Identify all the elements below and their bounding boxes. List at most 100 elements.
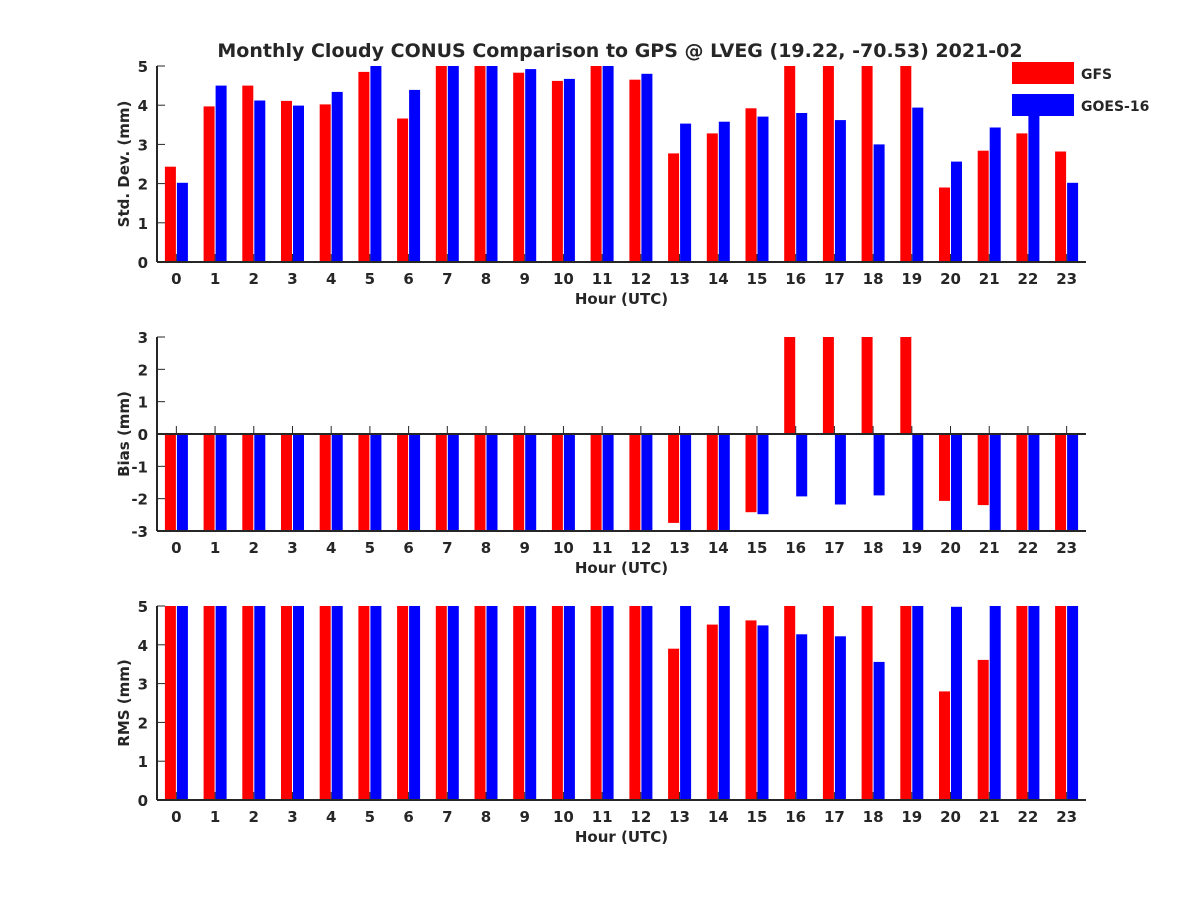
y-tick-label: 5 — [138, 598, 148, 616]
y-tick-label: -2 — [131, 491, 148, 509]
bar-goes16-hour-13 — [680, 606, 692, 800]
bar-goes16-hour-12 — [641, 434, 653, 531]
x-tick-label: 7 — [442, 539, 452, 557]
y-tick-label: 3 — [138, 329, 148, 347]
x-tick-label: 20 — [940, 539, 961, 557]
chart-legend: GFS GOES-16 — [1012, 62, 1149, 116]
bar-gfs-hour-10 — [551, 80, 563, 263]
x-tick-label: 6 — [403, 539, 413, 557]
x-tick-label: 9 — [520, 270, 530, 288]
bar-gfs-hour-18 — [861, 337, 873, 434]
bar-gfs-hour-0 — [164, 606, 176, 800]
y-axis-label: RMS (mm) — [115, 659, 133, 746]
bar-gfs-hour-8 — [474, 434, 486, 531]
legend-label: GOES-16 — [1081, 99, 1149, 115]
bar-gfs-hour-23 — [1055, 606, 1067, 800]
x-tick-label: 10 — [553, 270, 574, 288]
y-tick-label: 2 — [138, 714, 148, 732]
bar-goes16-hour-11 — [602, 66, 614, 262]
bar-gfs-hour-23 — [1055, 151, 1067, 262]
legend-swatch — [1012, 94, 1074, 116]
bar-gfs-hour-6 — [397, 434, 409, 531]
bar-goes16-hour-3 — [293, 606, 304, 800]
legend-swatch — [1012, 62, 1074, 84]
bar-goes16-hour-0 — [176, 606, 188, 800]
y-tick-label: -1 — [131, 458, 148, 476]
bar-gfs-hour-19 — [900, 606, 912, 800]
bar-gfs-hour-4 — [319, 606, 331, 800]
bar-gfs-hour-20 — [939, 691, 950, 800]
bar-goes16-hour-18 — [873, 144, 885, 262]
bar-gfs-hour-3 — [281, 100, 292, 263]
x-tick-label: 8 — [481, 539, 491, 557]
x-tick-label: 2 — [249, 808, 259, 826]
bar-goes16-hour-22 — [1028, 606, 1040, 800]
bar-gfs-hour-22 — [1016, 606, 1028, 800]
y-tick-label: 3 — [138, 676, 148, 694]
x-tick-label: 22 — [1018, 808, 1039, 826]
x-tick-label: 5 — [365, 539, 375, 557]
x-tick-label: 18 — [863, 270, 884, 288]
x-tick-label: 13 — [669, 270, 690, 288]
y-tick-label: 0 — [138, 426, 148, 444]
bar-goes16-hour-15 — [757, 625, 769, 800]
bar-goes16-hour-9 — [525, 69, 537, 262]
bar-goes16-hour-17 — [834, 434, 846, 505]
bar-goes16-hour-18 — [873, 661, 885, 800]
bar-goes16-hour-9 — [525, 606, 537, 800]
bar-goes16-hour-5 — [370, 606, 382, 800]
bar-gfs-hour-7 — [435, 66, 447, 262]
bar-gfs-hour-20 — [939, 434, 950, 501]
x-tick-label: 0 — [171, 539, 181, 557]
x-tick-label: 23 — [1056, 808, 1077, 826]
bar-goes16-hour-1 — [215, 85, 227, 262]
x-tick-label: 2 — [249, 539, 259, 557]
x-tick-label: 5 — [365, 808, 375, 826]
bar-goes16-hour-20 — [951, 434, 962, 531]
bar-goes16-hour-14 — [718, 606, 730, 800]
x-tick-label: 22 — [1018, 539, 1039, 557]
bar-gfs-hour-13 — [668, 648, 680, 800]
y-tick-label: 2 — [138, 361, 148, 379]
bar-gfs-hour-22 — [1016, 434, 1028, 531]
bar-gfs-hour-6 — [397, 118, 409, 262]
bar-gfs-hour-7 — [435, 434, 447, 531]
bar-goes16-hour-1 — [215, 606, 227, 800]
bar-goes16-hour-18 — [873, 434, 885, 496]
bar-goes16-hour-19 — [912, 606, 924, 800]
y-tick-label: 0 — [138, 792, 148, 810]
y-tick-label: 1 — [138, 753, 148, 771]
bar-goes16-hour-8 — [486, 434, 498, 531]
bar-gfs-hour-14 — [706, 434, 718, 531]
x-axis-label: Hour (UTC) — [575, 290, 668, 308]
bar-goes16-hour-23 — [1067, 434, 1079, 531]
bar-gfs-hour-11 — [590, 66, 602, 262]
x-tick-label: 23 — [1056, 270, 1077, 288]
bar-gfs-hour-0 — [164, 434, 176, 531]
x-tick-label: 10 — [553, 808, 574, 826]
bar-gfs-hour-0 — [164, 166, 176, 262]
x-tick-label: 3 — [287, 539, 297, 557]
x-tick-label: 23 — [1056, 539, 1077, 557]
bar-goes16-hour-1 — [215, 434, 227, 531]
bar-gfs-hour-18 — [861, 66, 873, 262]
y-tick-label: 5 — [138, 58, 148, 76]
x-tick-label: 13 — [669, 539, 690, 557]
x-tick-label: 9 — [520, 808, 530, 826]
bar-gfs-hour-8 — [474, 606, 486, 800]
bar-goes16-hour-23 — [1067, 182, 1079, 262]
bar-gfs-hour-21 — [977, 659, 989, 800]
bar-gfs-hour-14 — [706, 133, 718, 262]
bar-gfs-hour-12 — [629, 606, 641, 800]
y-tick-label: -3 — [131, 523, 148, 541]
bar-goes16-hour-22 — [1028, 434, 1040, 531]
bar-gfs-hour-15 — [745, 620, 757, 800]
bar-goes16-hour-0 — [176, 182, 188, 262]
bar-gfs-hour-6 — [397, 606, 409, 800]
x-tick-label: 10 — [553, 539, 574, 557]
x-tick-label: 20 — [940, 270, 961, 288]
x-tick-label: 8 — [481, 808, 491, 826]
